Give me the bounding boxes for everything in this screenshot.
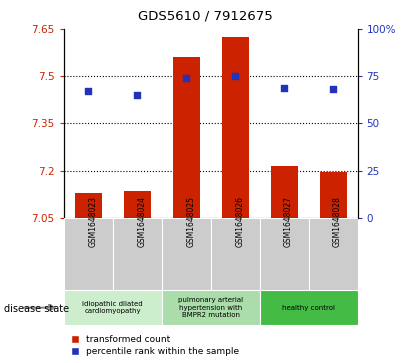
Text: idiopathic dilated
cardiomyopathy: idiopathic dilated cardiomyopathy xyxy=(82,301,143,314)
Bar xyxy=(260,290,358,325)
Bar xyxy=(113,218,162,290)
Text: GSM1648025: GSM1648025 xyxy=(186,196,195,247)
Bar xyxy=(309,218,358,290)
Bar xyxy=(75,193,102,218)
Text: disease state: disease state xyxy=(4,303,69,314)
Text: GSM1648028: GSM1648028 xyxy=(333,196,342,247)
Text: GSM1648026: GSM1648026 xyxy=(235,196,244,247)
Text: GDS5610 / 7912675: GDS5610 / 7912675 xyxy=(138,9,273,22)
Bar xyxy=(162,290,260,325)
Legend: transformed count, percentile rank within the sample: transformed count, percentile rank withi… xyxy=(68,331,243,360)
Point xyxy=(85,89,92,94)
Text: healthy control: healthy control xyxy=(282,305,335,311)
Point xyxy=(134,92,141,98)
Bar xyxy=(162,218,211,290)
Text: GSM1648027: GSM1648027 xyxy=(284,196,293,247)
Point xyxy=(183,75,189,81)
Point xyxy=(232,73,238,79)
Text: GSM1648023: GSM1648023 xyxy=(88,196,97,247)
Point xyxy=(281,85,287,90)
Bar xyxy=(270,166,298,218)
Bar xyxy=(222,37,249,218)
Bar xyxy=(64,290,162,325)
Bar xyxy=(211,218,260,290)
Bar xyxy=(173,57,200,218)
Bar xyxy=(64,218,113,290)
Text: pulmonary arterial
hypertension with
BMPR2 mutation: pulmonary arterial hypertension with BMP… xyxy=(178,297,243,318)
Bar xyxy=(260,218,309,290)
Point xyxy=(330,86,336,92)
Bar xyxy=(320,172,346,218)
Text: GSM1648024: GSM1648024 xyxy=(137,196,146,247)
Bar xyxy=(124,191,151,218)
